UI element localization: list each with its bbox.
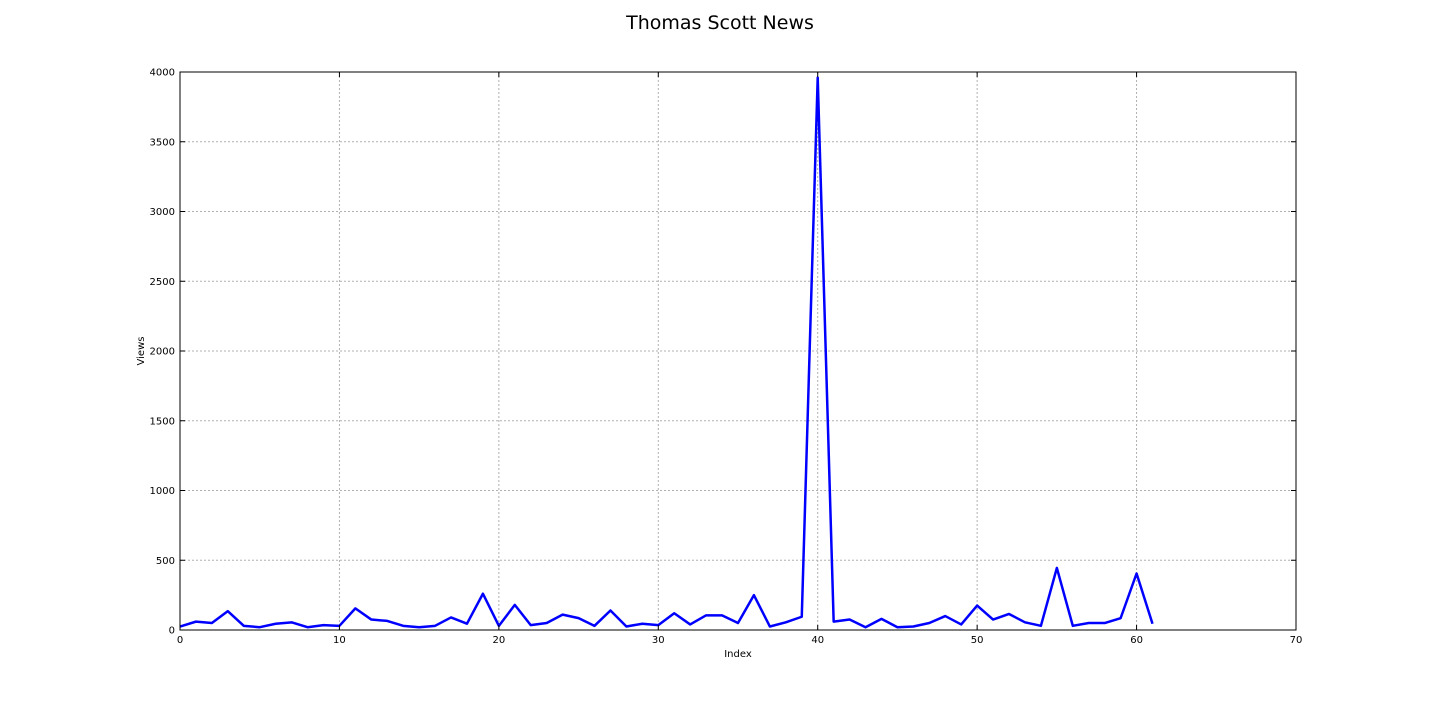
x-tick-label: 30 (652, 635, 665, 646)
series-layer (179, 76, 1154, 629)
y-tick-label: 1500 (150, 416, 175, 427)
x-tick-label: 70 (1290, 635, 1303, 646)
y-tick-label: 2000 (150, 347, 175, 358)
x-tick-label: 20 (492, 635, 505, 646)
x-tick-label: 40 (811, 635, 824, 646)
y-tick-label: 3500 (150, 137, 175, 148)
y-tick-label: 0 (169, 626, 175, 637)
y-tick-label: 500 (156, 556, 175, 567)
x-tick-label: 0 (177, 635, 183, 646)
y-tick-label: 3000 (150, 207, 175, 218)
x-tick-label: 50 (971, 635, 984, 646)
ticks: 0 10 20 30 40 50 60 70 0 500 1000 1500 2000 2500 3000 3… (150, 68, 1303, 647)
grid (180, 72, 1296, 630)
y-tick-label: 2500 (150, 277, 175, 288)
y-axis-label: Views (136, 337, 147, 366)
y-tick-label: 1000 (150, 486, 175, 497)
x-tick-label: 10 (333, 635, 346, 646)
x-tick-label: 60 (1130, 635, 1143, 646)
chart-title: Thomas Scott News (625, 12, 814, 34)
series-line-0 (179, 76, 1154, 629)
y-tick-label: 4000 (150, 68, 175, 79)
x-axis-label: Index (724, 649, 752, 660)
